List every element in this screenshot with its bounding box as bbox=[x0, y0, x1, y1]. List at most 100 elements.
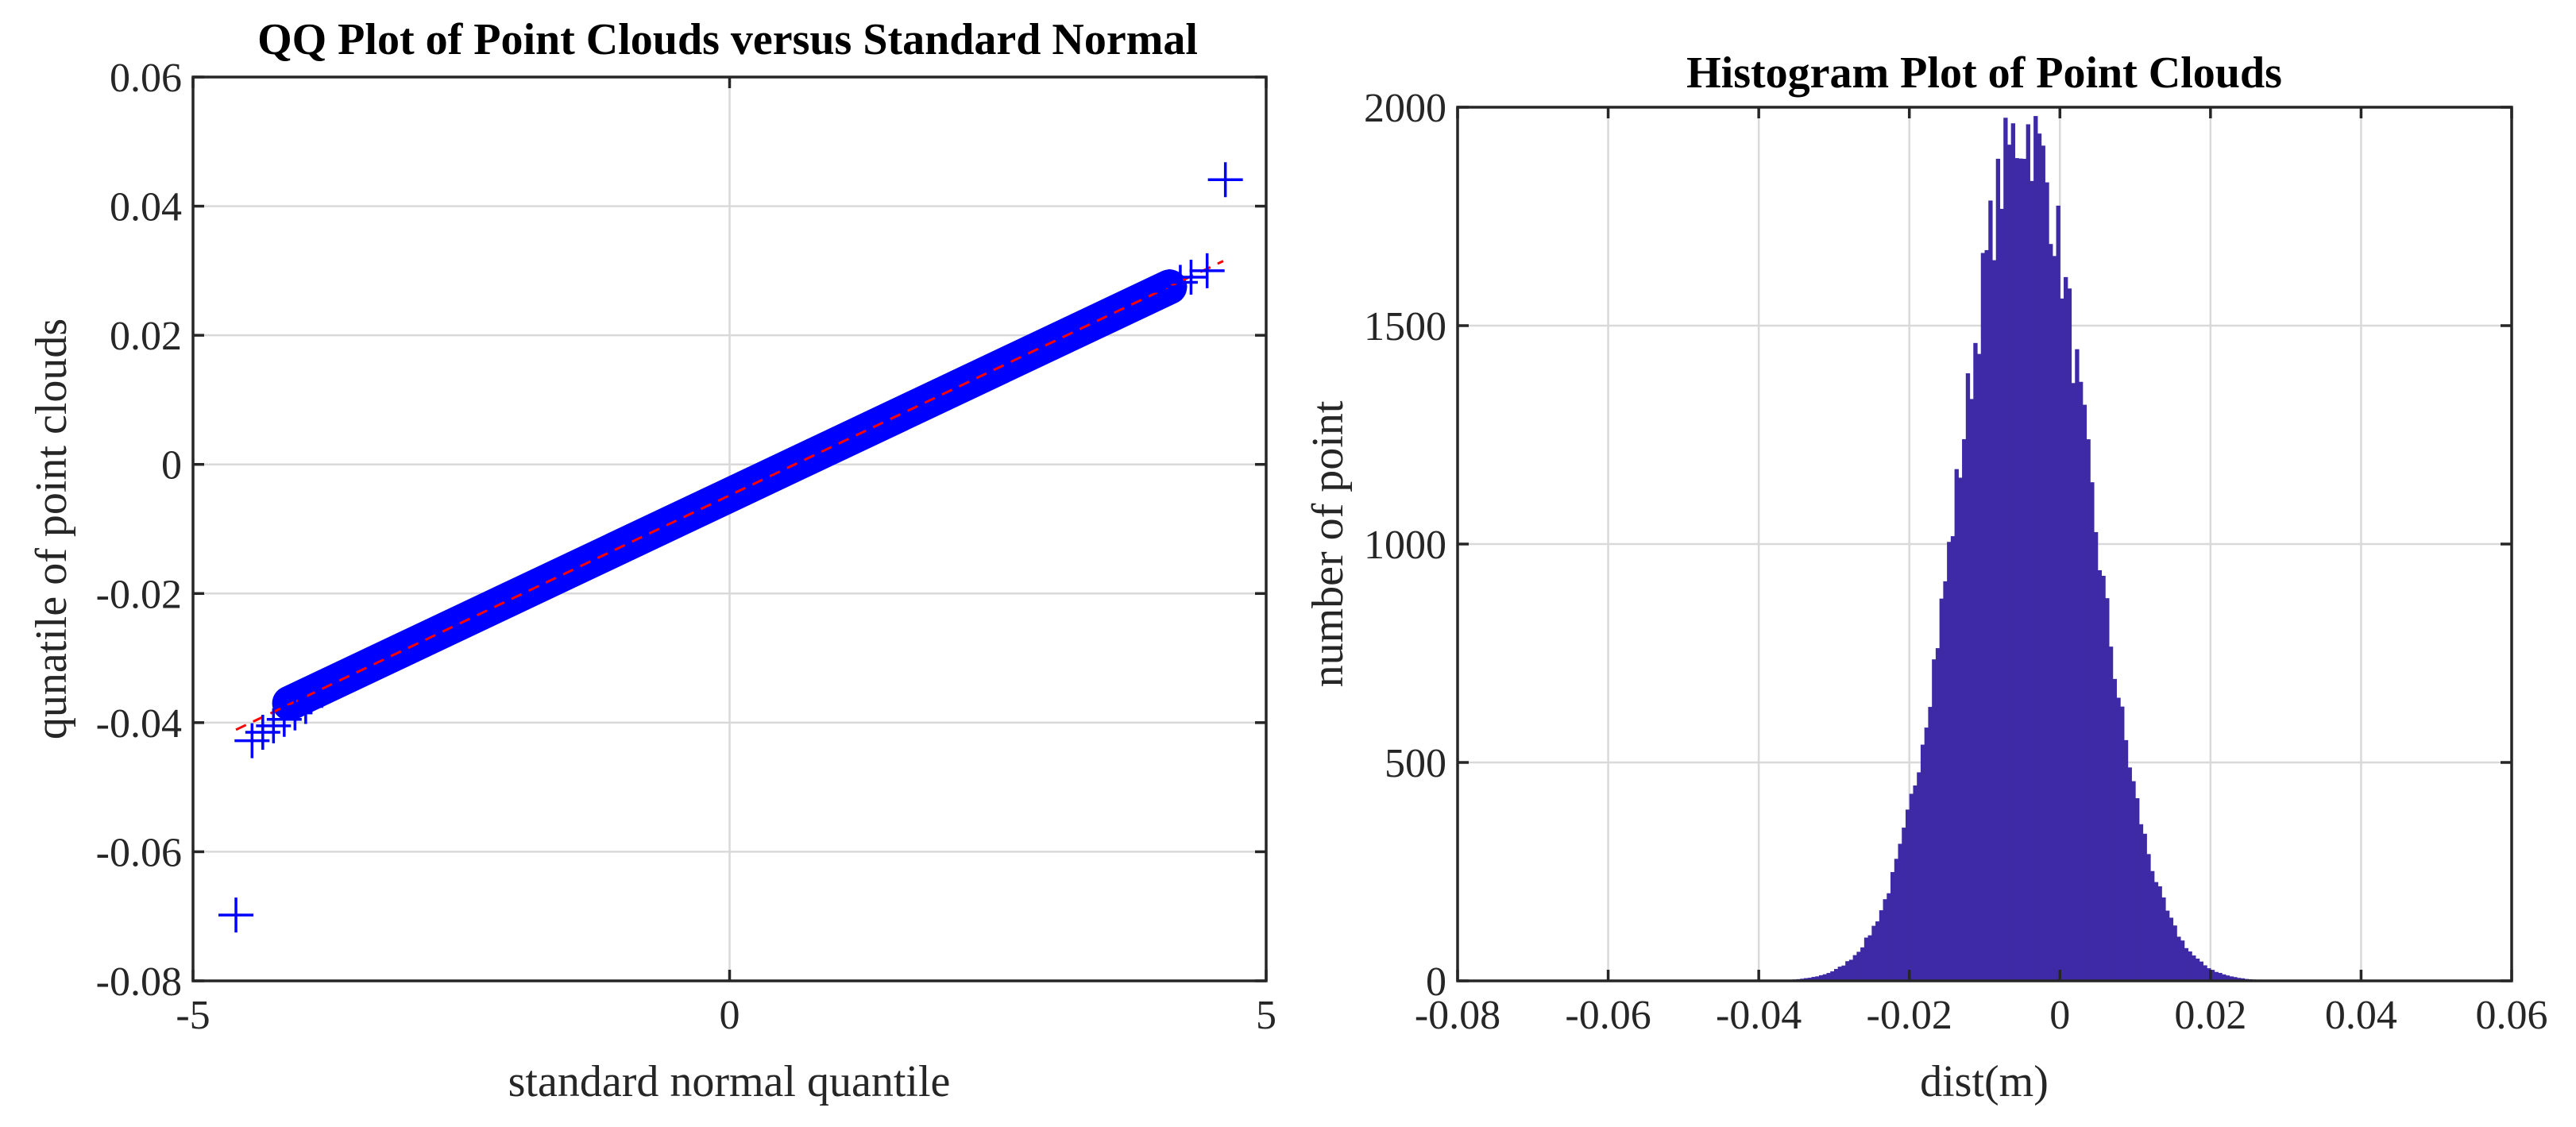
histogram-bar bbox=[2037, 133, 2042, 981]
qq-tail-point bbox=[1189, 253, 1225, 288]
y-tick-label: -0.02 bbox=[96, 572, 182, 617]
histogram-bar bbox=[2041, 145, 2045, 982]
histogram-bar bbox=[1962, 438, 1967, 981]
histogram-y-axis-label: number of point bbox=[1303, 400, 1353, 687]
y-tick-label: -0.08 bbox=[96, 959, 182, 1005]
x-tick-label: -0.04 bbox=[1716, 993, 1802, 1038]
y-tick-label: 0.04 bbox=[110, 185, 182, 230]
histogram-bar bbox=[1943, 581, 1948, 981]
histogram-bar bbox=[1845, 961, 1850, 981]
histogram-bar bbox=[2078, 381, 2084, 981]
x-tick-label: 0.06 bbox=[2476, 993, 2548, 1038]
histogram-bar bbox=[2222, 974, 2226, 981]
histogram-bar bbox=[2010, 123, 2016, 982]
histogram-bar bbox=[2030, 180, 2034, 981]
histogram-bar bbox=[2123, 739, 2129, 981]
x-tick-label: 0.02 bbox=[2174, 993, 2246, 1038]
histogram-bar bbox=[1848, 959, 1854, 981]
histogram-bar bbox=[2003, 118, 2008, 981]
histogram-bar bbox=[2237, 978, 2242, 981]
histogram-bar bbox=[2093, 531, 2099, 981]
histogram-bar bbox=[1818, 975, 1824, 981]
qq-point-band bbox=[272, 269, 1188, 721]
histogram-bar bbox=[1856, 951, 1861, 981]
qq-x-tick-labels: -5 0 5 bbox=[176, 993, 1276, 1038]
histogram-bar bbox=[1977, 353, 1982, 981]
histogram-bar bbox=[2142, 833, 2147, 981]
histogram-bar bbox=[1999, 208, 2004, 981]
histogram-tick-marks bbox=[1456, 106, 2513, 982]
y-tick-label: 0.06 bbox=[110, 56, 182, 101]
histogram-bar bbox=[2049, 244, 2053, 981]
histogram-bar bbox=[1984, 249, 1989, 981]
histogram-bar bbox=[2086, 439, 2091, 981]
histogram-bar bbox=[1811, 977, 1816, 981]
y-tick-label: 0 bbox=[161, 443, 182, 488]
histogram-bar bbox=[2120, 706, 2125, 981]
histogram-bar bbox=[1879, 910, 1884, 981]
histogram-bar bbox=[2135, 798, 2140, 981]
y-tick-label: -0.06 bbox=[96, 830, 182, 875]
histogram-bar bbox=[2138, 824, 2144, 981]
histogram-bar bbox=[2218, 973, 2223, 981]
x-tick-label: 0 bbox=[720, 993, 740, 1038]
histogram-bar bbox=[2014, 158, 2019, 982]
histogram-bar bbox=[1950, 536, 1956, 981]
qq-tail-point bbox=[218, 897, 254, 933]
histogram-bar bbox=[2180, 940, 2185, 981]
histogram-bar bbox=[2169, 917, 2174, 981]
histogram-bar bbox=[2207, 968, 2211, 981]
qq-tick-marks bbox=[191, 75, 1268, 982]
histogram-bar bbox=[1822, 974, 1828, 981]
y-tick-label: 0.02 bbox=[110, 314, 182, 359]
histogram-bar bbox=[2022, 158, 2027, 981]
histogram-bar bbox=[2233, 977, 2238, 981]
histogram-bar bbox=[2018, 158, 2023, 981]
histogram-bar bbox=[2192, 955, 2196, 981]
qq-point bbox=[1096, 300, 1126, 330]
histogram-bar bbox=[2157, 886, 2162, 981]
histogram-bar bbox=[1932, 659, 1937, 981]
histogram-bar bbox=[2195, 958, 2200, 981]
histogram-bar bbox=[1913, 785, 1918, 981]
x-tick-label: -0.08 bbox=[1415, 993, 1500, 1038]
histogram-bar bbox=[1935, 648, 1941, 981]
histogram-bar bbox=[2116, 697, 2121, 981]
histogram-title: Histogram Plot of Point Clouds bbox=[1686, 48, 2282, 98]
qq-y-tick-labels: -0.08 -0.06 -0.04 -0.02 0 0.02 0.04 0.06 bbox=[96, 56, 182, 1005]
histogram-bar bbox=[1852, 955, 1857, 981]
histogram-bar bbox=[2056, 205, 2060, 981]
histogram-bar bbox=[1965, 373, 1971, 981]
histogram-bar bbox=[2131, 781, 2136, 981]
histogram-bar bbox=[2229, 976, 2234, 981]
histogram-bar bbox=[2090, 482, 2095, 981]
histogram-bar bbox=[1973, 342, 1978, 982]
histogram-bar bbox=[2165, 910, 2170, 981]
qq-data-points bbox=[218, 162, 1243, 933]
histogram-bar bbox=[2026, 124, 2030, 982]
histogram-bars bbox=[1532, 116, 2400, 982]
histogram-bar bbox=[1863, 937, 1869, 981]
qq-tail-point bbox=[1173, 259, 1209, 295]
x-tick-label: 0.04 bbox=[2325, 993, 2397, 1038]
histogram-bar bbox=[1928, 707, 1933, 981]
histogram-bar bbox=[1841, 965, 1846, 981]
histogram-bar bbox=[2101, 575, 2106, 981]
qq-tail-point bbox=[288, 689, 323, 724]
y-tick-label: 2000 bbox=[1364, 86, 1446, 131]
histogram-bar bbox=[1988, 200, 1993, 981]
y-tick-label: 0 bbox=[1426, 959, 1446, 1005]
histogram-bar bbox=[1826, 973, 1831, 981]
histogram-bar bbox=[1995, 158, 2001, 982]
qq-y-axis-label: qunatile of point clouds bbox=[27, 318, 76, 739]
histogram-bar bbox=[1887, 893, 1891, 981]
histogram-bar bbox=[2172, 925, 2177, 981]
x-tick-label: 0 bbox=[2049, 993, 2070, 1038]
histogram-bar bbox=[1920, 744, 1925, 981]
histogram-bar bbox=[2214, 971, 2219, 981]
histogram-bar bbox=[2184, 948, 2189, 981]
histogram-bar bbox=[2071, 383, 2076, 982]
histogram-bar bbox=[1969, 399, 1974, 981]
histogram-x-axis-label: dist(m) bbox=[1920, 1057, 2049, 1106]
